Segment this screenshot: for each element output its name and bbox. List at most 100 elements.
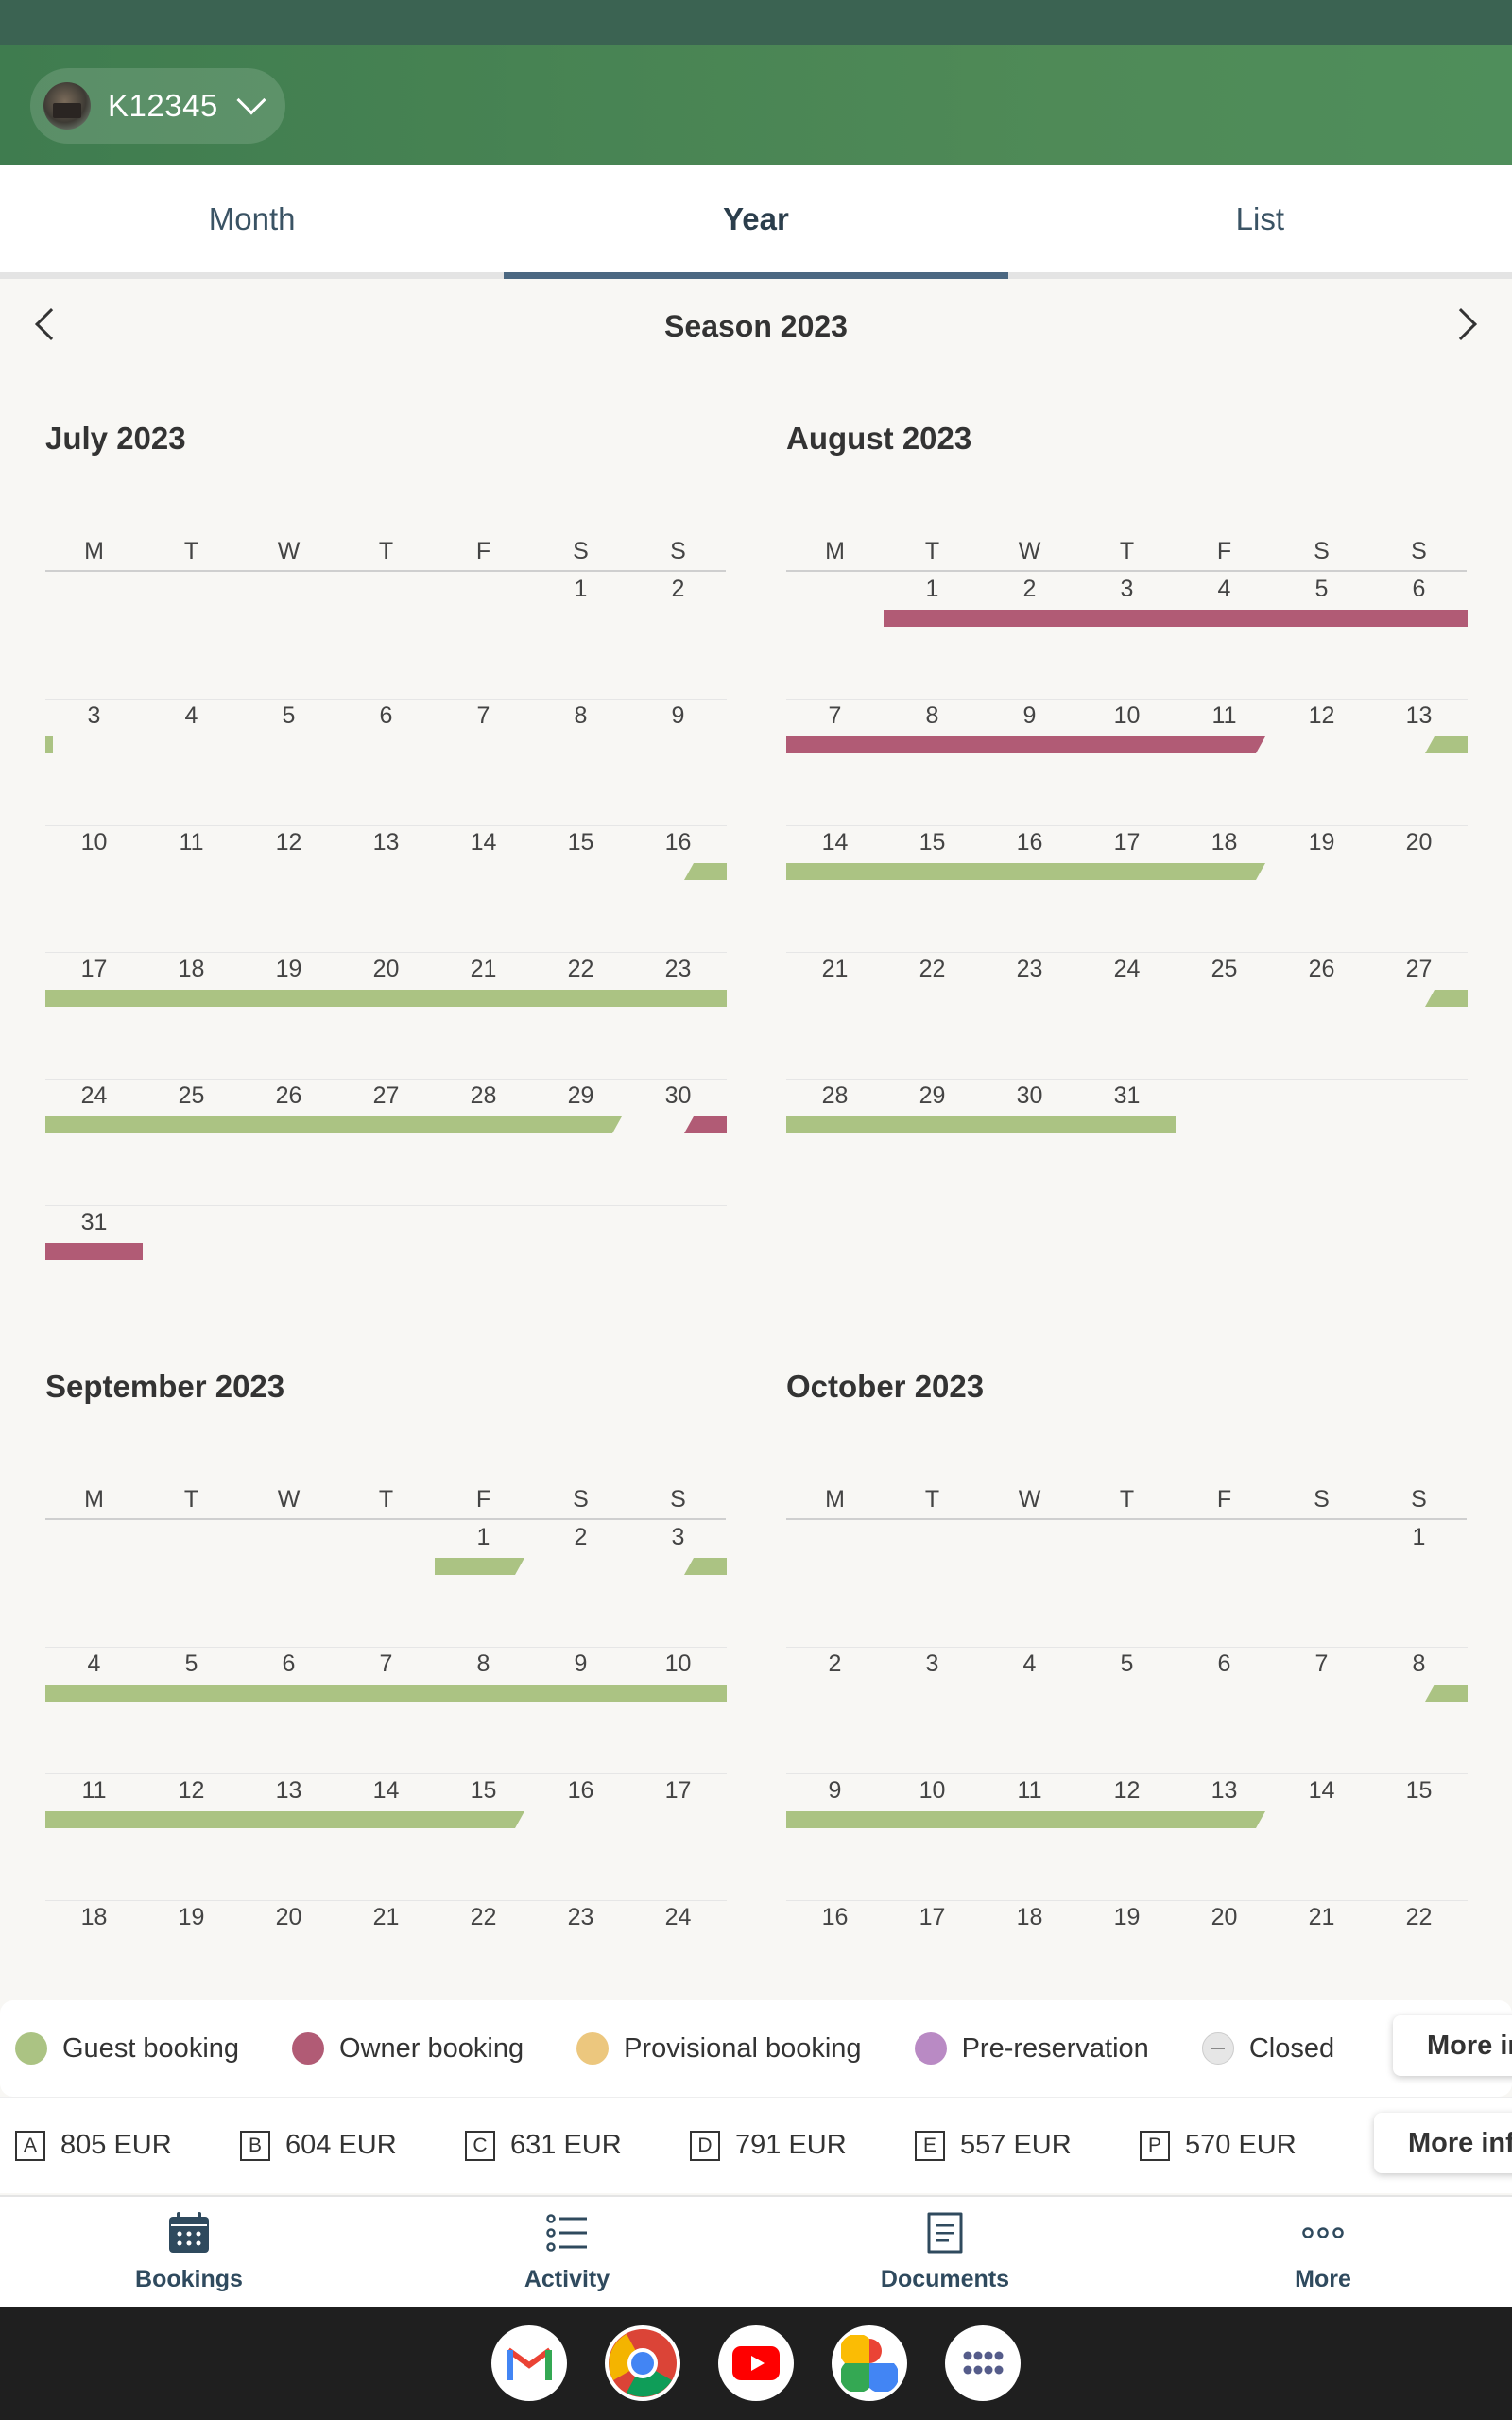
owner-booking-bar[interactable] [884,736,981,753]
day-cell[interactable]: 31 [1113,1082,1141,1109]
day-cell[interactable]: 3 [925,1651,939,1677]
day-cell[interactable]: 14 [821,829,849,856]
day-cell[interactable]: 2 [671,576,685,602]
day-cell[interactable]: 9 [574,1651,588,1677]
day-cell[interactable]: 9 [1022,702,1037,729]
day-cell[interactable]: 19 [1113,1904,1141,1930]
day-cell[interactable]: 17 [1113,829,1141,856]
day-cell[interactable]: 13 [1211,1777,1238,1804]
day-cell[interactable]: 7 [379,1651,393,1677]
day-cell[interactable]: 17 [919,1904,946,1930]
owner-booking-bar[interactable] [1273,610,1370,627]
day-cell[interactable]: 18 [1211,829,1238,856]
day-cell[interactable]: 4 [184,702,198,729]
guest-booking-bar[interactable] [143,1811,240,1828]
day-cell[interactable]: 14 [1308,1777,1335,1804]
day-cell[interactable]: 6 [379,702,393,729]
guest-booking-bar[interactable] [981,1116,1078,1133]
day-cell[interactable]: 12 [1308,702,1335,729]
day-cell[interactable]: 31 [80,1209,108,1236]
day-cell[interactable]: 6 [282,1651,296,1677]
day-cell[interactable]: 7 [1314,1651,1329,1677]
guest-booking-bar[interactable] [45,1811,143,1828]
guest-booking-bar[interactable] [684,863,727,880]
day-cell[interactable]: 16 [567,1777,594,1804]
day-cell[interactable]: 10 [919,1777,946,1804]
owner-booking-bar[interactable] [884,610,981,627]
guest-booking-bar[interactable] [1078,1116,1176,1133]
day-cell[interactable]: 13 [372,829,400,856]
guest-booking-bar[interactable] [684,1558,727,1575]
day-cell[interactable]: 3 [671,1524,685,1550]
day-cell[interactable]: 11 [1211,702,1237,729]
day-cell[interactable]: 22 [567,956,594,982]
guest-booking-bar[interactable] [143,990,240,1007]
day-cell[interactable]: 20 [1405,829,1433,856]
day-cell[interactable]: 8 [574,702,588,729]
day-cell[interactable]: 22 [919,956,946,982]
day-cell[interactable]: 26 [275,1082,302,1109]
day-cell[interactable]: 8 [1412,1651,1426,1677]
day-cell[interactable]: 25 [178,1082,205,1109]
day-cell[interactable]: 25 [1211,956,1238,982]
guest-booking-bar[interactable] [435,1811,524,1828]
day-cell[interactable]: 21 [821,956,849,982]
gmail-icon[interactable] [491,2325,567,2401]
day-cell[interactable]: 26 [1308,956,1335,982]
day-cell[interactable]: 14 [470,829,497,856]
owner-booking-bar[interactable] [1078,610,1176,627]
day-cell[interactable]: 12 [275,829,302,856]
guest-booking-bar[interactable] [786,1116,884,1133]
guest-booking-bar[interactable] [45,1116,143,1133]
guest-booking-bar[interactable] [1078,863,1176,880]
guest-booking-bar[interactable] [435,1685,532,1702]
prices-more-info-button[interactable]: More info [1374,2113,1512,2173]
guest-booking-bar[interactable] [786,863,884,880]
guest-booking-bar[interactable] [981,863,1078,880]
guest-booking-bar[interactable] [786,1811,884,1828]
guest-booking-bar[interactable] [45,990,143,1007]
day-cell[interactable]: 17 [80,956,108,982]
youtube-icon[interactable] [718,2325,794,2401]
guest-booking-bar[interactable] [1176,1811,1265,1828]
day-cell[interactable]: 9 [828,1777,842,1804]
nav-activity[interactable]: Activity [378,2197,756,2307]
day-cell[interactable]: 15 [470,1777,497,1804]
day-cell[interactable]: 5 [282,702,296,729]
day-cell[interactable]: 10 [664,1651,692,1677]
day-cell[interactable]: 19 [275,956,302,982]
guest-booking-bar[interactable] [1176,863,1265,880]
guest-booking-bar[interactable] [1425,1685,1468,1702]
guest-booking-bar[interactable] [143,1116,240,1133]
day-cell[interactable]: 24 [80,1082,108,1109]
day-cell[interactable]: 2 [1022,576,1037,602]
day-cell[interactable]: 16 [1016,829,1043,856]
day-cell[interactable]: 18 [178,956,205,982]
day-cell[interactable]: 4 [1217,576,1231,602]
photos-icon[interactable] [832,2325,907,2401]
day-cell[interactable]: 29 [919,1082,946,1109]
day-cell[interactable]: 30 [664,1082,692,1109]
day-cell[interactable]: 22 [470,1904,497,1930]
day-cell[interactable]: 30 [1016,1082,1043,1109]
day-cell[interactable]: 5 [184,1651,198,1677]
day-cell[interactable]: 11 [1017,1777,1042,1804]
day-cell[interactable]: 16 [821,1904,849,1930]
day-cell[interactable]: 15 [567,829,594,856]
day-cell[interactable]: 23 [1016,956,1043,982]
guest-booking-bar[interactable] [435,1116,532,1133]
guest-booking-bar[interactable] [532,990,629,1007]
guest-booking-bar[interactable] [240,1116,337,1133]
guest-booking-bar[interactable] [337,1116,435,1133]
day-cell[interactable]: 19 [1308,829,1335,856]
day-cell[interactable]: 4 [1022,1651,1037,1677]
owner-booking-bar[interactable] [1078,736,1176,753]
guest-booking-bar[interactable] [1078,1811,1176,1828]
property-selector[interactable]: K12345 [30,68,285,144]
day-cell[interactable]: 24 [1113,956,1141,982]
guest-booking-bar[interactable] [45,736,53,753]
day-cell[interactable]: 1 [574,576,588,602]
day-cell[interactable]: 11 [179,829,204,856]
tab-list[interactable]: List [1235,200,1284,236]
chrome-icon[interactable] [605,2325,680,2401]
